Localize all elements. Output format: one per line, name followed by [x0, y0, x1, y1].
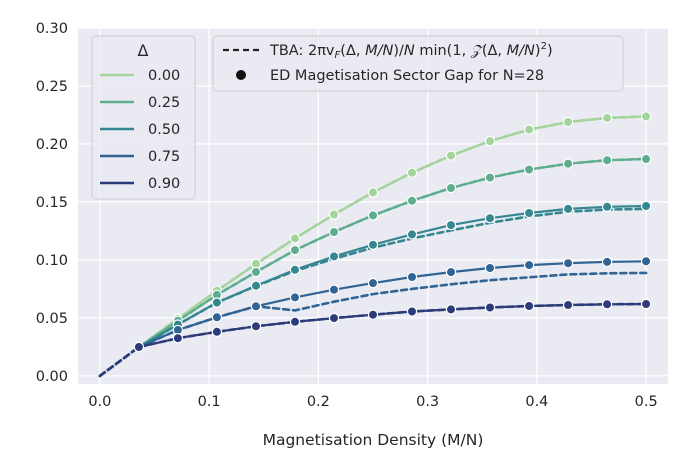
legend-delta-frame [91, 35, 196, 200]
ed-point-delta-0.25 [328, 226, 340, 238]
x-tick-label: 0.4 [525, 394, 548, 410]
ed-point-delta-0.00 [601, 112, 613, 124]
ed-point-delta-0.00 [289, 233, 301, 244]
y-tick-label: 0.25 [36, 79, 68, 95]
ed-point-delta-0.25 [250, 266, 262, 278]
ed-point-delta-0.25 [523, 164, 535, 175]
legend-delta-label: 0.75 [148, 149, 180, 165]
legend-style: TBA: 2πvF(Δ, M/N)/N min(1, 𝒵(Δ, M/N)2) E… [212, 35, 624, 92]
ed-point-delta-0.90 [523, 300, 535, 312]
legend-delta-label: 0.00 [148, 68, 180, 84]
ed-point-delta-0.90 [328, 312, 340, 324]
ed-point-delta-0.75 [445, 266, 457, 278]
ed-point-delta-0.00 [523, 124, 535, 135]
ed-point-delta-0.50 [289, 264, 301, 275]
ed-point-delta-0.00 [562, 116, 574, 128]
legend-delta-label: 0.25 [148, 95, 180, 111]
ed-point-delta-0.00 [367, 187, 379, 198]
ed-point-delta-0.90 [484, 302, 496, 313]
ed-point-delta-0.25 [562, 158, 574, 169]
ed-point-delta-0.00 [640, 111, 652, 122]
ed-point-delta-0.50 [367, 239, 379, 250]
ed-point-delta-0.50 [250, 280, 262, 291]
tick-labels: 0.0 0.1 0.2 0.3 0.4 0.5 0.00 0.05 0.10 0.15 0.20 0.… [36, 21, 658, 410]
ed-point-delta-0.50 [562, 203, 574, 215]
y-tick-label: 0.30 [36, 21, 68, 37]
ed-point-delta-0.75 [289, 292, 301, 303]
ed-point-delta-0.75 [406, 271, 418, 283]
ed-point-delta-0.90 [289, 316, 301, 327]
ed-point-delta-0.75 [523, 259, 535, 271]
legend-delta-items: 0.00 0.25 0.50 0.75 0.90 [100, 68, 180, 192]
ed-line-delta-0.25 [138, 157, 647, 348]
x-tick-label: 0.0 [88, 394, 111, 410]
y-tick-label: 0.20 [36, 137, 68, 153]
ed-point-delta-0.50 [640, 200, 652, 212]
ed-point-delta-0.25 [601, 154, 613, 166]
legend-ed-label: ED Magetisation Sector Gap for N=28 [270, 68, 544, 84]
x-tick-label: 0.1 [198, 394, 221, 410]
x-tick-label: 0.3 [416, 394, 439, 410]
legend-ed-marker [236, 70, 246, 80]
y-tick-label: 0.15 [36, 195, 68, 211]
ed-point-delta-0.75 [562, 258, 574, 269]
ed-point-delta-0.50 [523, 207, 535, 219]
ed-point-delta-0.90 [562, 299, 574, 311]
ed-point-delta-0.50 [211, 297, 223, 308]
ed-point-delta-0.25 [445, 182, 457, 194]
ed-point-delta-0.00 [328, 209, 340, 220]
legend-delta-label: 0.50 [148, 122, 180, 138]
y-tick-label: 0.05 [36, 311, 68, 327]
x-tick-label: 0.5 [635, 394, 658, 410]
legend-style-frame [212, 35, 624, 92]
legend-delta-title: Δ [138, 41, 149, 60]
x-tick-label: 0.2 [307, 394, 330, 410]
ed-point-delta-0.50 [328, 251, 340, 262]
ed-point-delta-0.75 [211, 312, 223, 323]
ed-point-delta-0.25 [367, 210, 379, 221]
ed-point-delta-0.75 [484, 262, 496, 274]
ed-line-delta-0.00 [138, 115, 647, 348]
ed-point-delta-0.00 [406, 167, 418, 178]
ed-point-delta-0.25 [406, 195, 418, 206]
ed-point-delta-0.00 [445, 150, 457, 161]
ed-point-delta-0.90 [133, 341, 145, 353]
ed-line-delta-0.50 [138, 204, 647, 348]
ed-point-delta-0.90 [172, 333, 184, 344]
ed-point-delta-0.50 [445, 219, 457, 231]
ed-point-delta-0.75 [250, 301, 262, 312]
ed-point-delta-0.90 [250, 321, 262, 332]
ed-point-delta-0.75 [640, 256, 652, 267]
ed-point-delta-0.90 [367, 309, 379, 320]
x-axis-label: Magnetisation Density (M/N) [263, 431, 484, 449]
ed-point-delta-0.75 [601, 256, 613, 268]
ed-point-delta-0.75 [328, 284, 340, 295]
ed-line-delta-0.90 [138, 302, 647, 349]
y-tick-label: 0.10 [36, 253, 68, 269]
ed-point-delta-0.90 [445, 304, 457, 315]
ed-point-delta-0.25 [484, 172, 496, 183]
ed-point-delta-0.50 [484, 212, 496, 224]
ed-point-delta-0.25 [640, 153, 652, 165]
ed-point-delta-0.50 [406, 229, 418, 240]
ed-point-delta-0.90 [601, 299, 613, 310]
ed-point-delta-0.75 [367, 277, 379, 289]
legend-tba-label: TBA: 2πvF(Δ, M/N)/N min(1, 𝒵(Δ, M/N)2) [269, 41, 553, 61]
legend-delta: Δ 0.00 0.25 0.50 0.75 0.90 [91, 35, 196, 200]
y-tick-label: 0.00 [36, 369, 68, 385]
ed-point-delta-0.90 [406, 306, 418, 317]
ed-series-group [133, 111, 652, 353]
ed-point-delta-0.00 [484, 135, 496, 147]
ed-point-delta-0.90 [211, 326, 223, 337]
ed-point-delta-0.25 [289, 244, 301, 256]
ed-line-delta-0.75 [138, 260, 647, 349]
legend-delta-label: 0.90 [148, 176, 180, 192]
ed-point-delta-0.90 [640, 298, 652, 310]
ed-point-delta-0.50 [601, 201, 613, 212]
